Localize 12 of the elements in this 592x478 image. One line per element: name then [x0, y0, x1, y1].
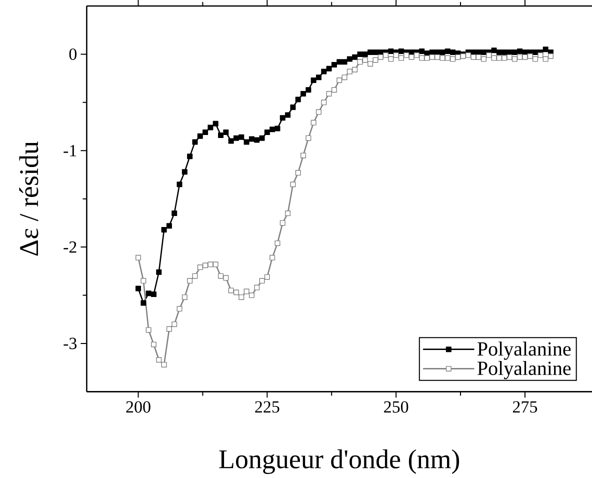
y-axis-title: Δε / résidu	[19, 141, 38, 256]
x-axis-title: Longueur d'onde (nm)	[219, 449, 460, 474]
y-tick-label: -1	[64, 145, 76, 156]
legend-label: Polyalanine	[477, 361, 571, 380]
x-tick-label: 200	[126, 401, 150, 413]
x-tick-label: 250	[384, 401, 408, 413]
y-tick-label: 0	[69, 48, 77, 60]
y-tick-label: -2	[64, 241, 76, 253]
x-tick-label: 225	[255, 401, 280, 413]
x-tick-label: 275	[512, 401, 538, 413]
legend-label: Polyalanine	[477, 342, 571, 360]
y-tick-label: -3	[64, 338, 77, 350]
